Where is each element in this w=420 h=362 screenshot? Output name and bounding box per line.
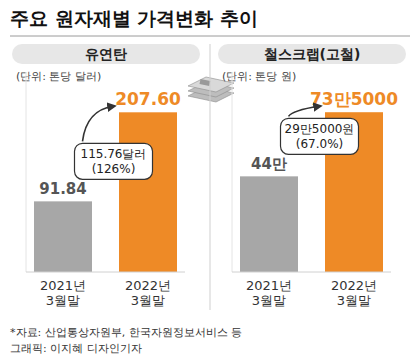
- value-axis-line: [232, 72, 233, 272]
- category-label-line: 2021년: [40, 278, 86, 293]
- source-note: *자료: 산업통상자원부, 한국자원정보서비스 등: [10, 326, 242, 339]
- bars: [240, 112, 383, 272]
- data-label: 207.60: [115, 89, 181, 109]
- bars: [34, 112, 177, 272]
- category-label-line: 2022년: [331, 278, 377, 293]
- change-arrow: [289, 106, 320, 116]
- annotation-text: (126%): [92, 162, 136, 176]
- category-label: 2021년3월말: [40, 278, 86, 308]
- bar: [240, 176, 298, 272]
- data-label: 73만5000: [310, 89, 398, 109]
- category-label-line: 3월말: [337, 293, 371, 308]
- panel: 철스크랩(고철)(단위: 톤당 원)44만73만50002021년3월말2022…: [218, 44, 406, 308]
- category-label-line: 2022년: [125, 278, 171, 293]
- credit-note: 그래픽: 이지혜 디자인기자: [10, 342, 142, 355]
- change-arrow: [83, 106, 114, 141]
- panel-header-bg: [218, 44, 406, 64]
- title-rule: [10, 36, 410, 37]
- panel-title: 유연탄: [85, 46, 127, 62]
- category-label-line: 2021년: [246, 278, 292, 293]
- bar: [34, 201, 92, 272]
- panel: 유연탄(단위: 톤당 달러)91.84207.602021년3월말2022년3월…: [12, 44, 200, 308]
- panel-header-bg: [12, 44, 200, 64]
- annotation-box: [75, 143, 153, 179]
- bar: [119, 112, 177, 272]
- annotation-text: (67.0%): [296, 137, 343, 151]
- category-label: 2022년3월말: [331, 278, 377, 308]
- main-title: 주요 원자재별 가격변화 추이: [10, 7, 258, 29]
- value-axis-line: [26, 72, 27, 272]
- unit-label: (단위: 톤당 원): [222, 70, 296, 83]
- panel-title: 철스크랩(고철): [264, 46, 361, 62]
- category-label: 2021년3월말: [246, 278, 292, 308]
- panel-divider: [210, 44, 211, 310]
- category-label-line: 3월말: [252, 293, 286, 308]
- data-label: 44만: [251, 155, 287, 173]
- annotation-box: [281, 118, 359, 154]
- baseline: [26, 272, 185, 273]
- annotation-text: 115.76달러: [81, 147, 147, 161]
- category-label-line: 3월말: [131, 293, 165, 308]
- category-label-line: 3월말: [46, 293, 80, 308]
- category-label: 2022년3월말: [125, 278, 171, 308]
- baseline: [232, 272, 391, 273]
- annotation-text: 29만5000원: [285, 122, 355, 136]
- money-band: [199, 79, 210, 86]
- data-label: 91.84: [39, 180, 86, 198]
- unit-label: (단위: 톤당 달러): [16, 70, 101, 83]
- chart-root: 주요 원자재별 가격변화 추이유연탄 (단위: 톤당 달러) 91.84 207.60…: [0, 0, 420, 362]
